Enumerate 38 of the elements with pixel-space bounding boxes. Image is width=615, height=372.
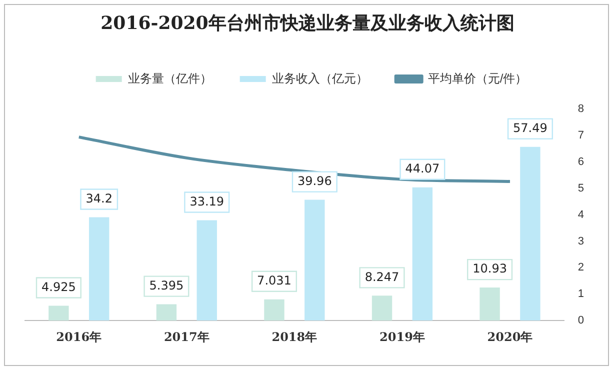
- y2-tick-label: 8: [578, 103, 584, 116]
- legend-label: 业务收入（亿元）: [272, 71, 368, 86]
- y2-tick-label: 5: [578, 182, 584, 194]
- data-label: 39.96: [297, 174, 332, 188]
- bar: [156, 304, 177, 321]
- y2-tick-label: 4: [578, 208, 584, 221]
- data-label: 34.2: [86, 191, 112, 206]
- x-tick-label: 2018年: [272, 330, 318, 344]
- y2-tick-label: 1: [578, 288, 584, 300]
- x-tick-label: 2019年: [380, 330, 425, 344]
- bar: [480, 288, 500, 321]
- data-label: 33.19: [190, 194, 224, 208]
- x-tick-label: 2020年: [487, 330, 533, 344]
- y2-tick-label: 6: [578, 156, 584, 168]
- data-label: 10.93: [472, 262, 507, 276]
- bar: [264, 299, 284, 321]
- chart-title: 2016-2020年台州市快递业务量及业务收入统计图: [100, 12, 516, 35]
- bar: [88, 217, 110, 321]
- legend-label: 业务量（亿件）: [128, 71, 212, 86]
- data-label: 8.247: [364, 270, 400, 284]
- x-tick-label: 2016年: [56, 330, 102, 344]
- data-label: 5.395: [149, 278, 184, 292]
- bar: [304, 200, 325, 321]
- bar: [48, 306, 69, 321]
- bar: [196, 220, 217, 321]
- bar: [520, 146, 540, 321]
- y2-tick-label: 3: [578, 235, 584, 248]
- data-label: 57.49: [513, 120, 548, 135]
- data-label: 44.07: [405, 162, 440, 176]
- legend-label: 平均单价（元/件）: [428, 71, 528, 86]
- x-tick-label: 2017年: [164, 330, 210, 344]
- y2-tick-label: 7: [578, 129, 584, 142]
- data-label: 4.925: [42, 280, 76, 294]
- y2-tick-label: 0: [578, 314, 584, 327]
- bar: [412, 187, 433, 321]
- bar: [372, 296, 392, 321]
- data-label: 7.031: [257, 273, 292, 288]
- y2-tick-label: 2: [578, 262, 584, 274]
